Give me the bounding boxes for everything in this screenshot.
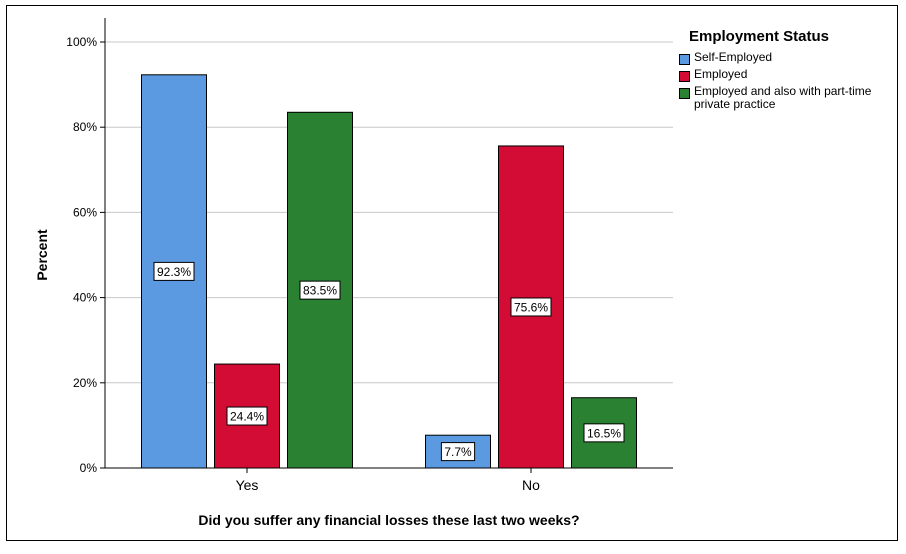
legend: Employment Status Self-Employed Employed E…: [679, 28, 899, 114]
legend-label: Employed: [694, 67, 748, 81]
y-tick-label: 0%: [80, 461, 98, 475]
legend-title: Employment Status: [689, 28, 830, 45]
y-axis-title: Percent: [34, 229, 50, 281]
legend-label: Self-Employed: [694, 50, 773, 64]
legend-swatch: [679, 88, 690, 99]
data-label-box: [440, 442, 476, 462]
y-tick-label: 20%: [73, 376, 97, 390]
x-tick-label: Yes: [236, 477, 259, 493]
x-tick-label: No: [522, 477, 540, 493]
data-label-box: [510, 297, 552, 317]
data-label: 92.3%: [157, 265, 191, 279]
y-tick-label: 60%: [73, 205, 97, 219]
data-label: 16.5%: [587, 426, 621, 440]
bar-chart: 0% 20% 40% 60% 80% 100% Yes 92.3% 24.4% 83.5% No 7.…: [34, 18, 673, 528]
data-label-box: [226, 406, 268, 426]
data-label: 7.7%: [444, 445, 472, 459]
x-axis-title: Did you suffer any financial losses thes…: [198, 512, 579, 528]
y-tick-label: 40%: [73, 291, 97, 305]
data-label: 24.4%: [230, 410, 264, 424]
data-label-box: [153, 261, 195, 281]
legend-label: Employed and also with part-time private…: [694, 84, 872, 111]
data-label-box: [583, 423, 625, 443]
legend-item: Employed and also with part-time private…: [679, 85, 899, 111]
y-tick-label: 80%: [73, 120, 97, 134]
data-label: 75.6%: [514, 300, 548, 314]
legend-swatch: [679, 54, 690, 65]
bar: [498, 145, 564, 469]
legend-swatch: [679, 71, 690, 82]
legend-item: Employed: [679, 68, 899, 82]
legend-item: Self-Employed: [679, 51, 899, 65]
chart-frame: 0% 20% 40% 60% 80% 100% Yes 92.3% 24.4% 83.5% No 7.…: [6, 5, 898, 541]
y-tick-label: 100%: [66, 35, 97, 49]
data-label-box: [299, 280, 341, 300]
data-label: 83.5%: [303, 284, 337, 298]
